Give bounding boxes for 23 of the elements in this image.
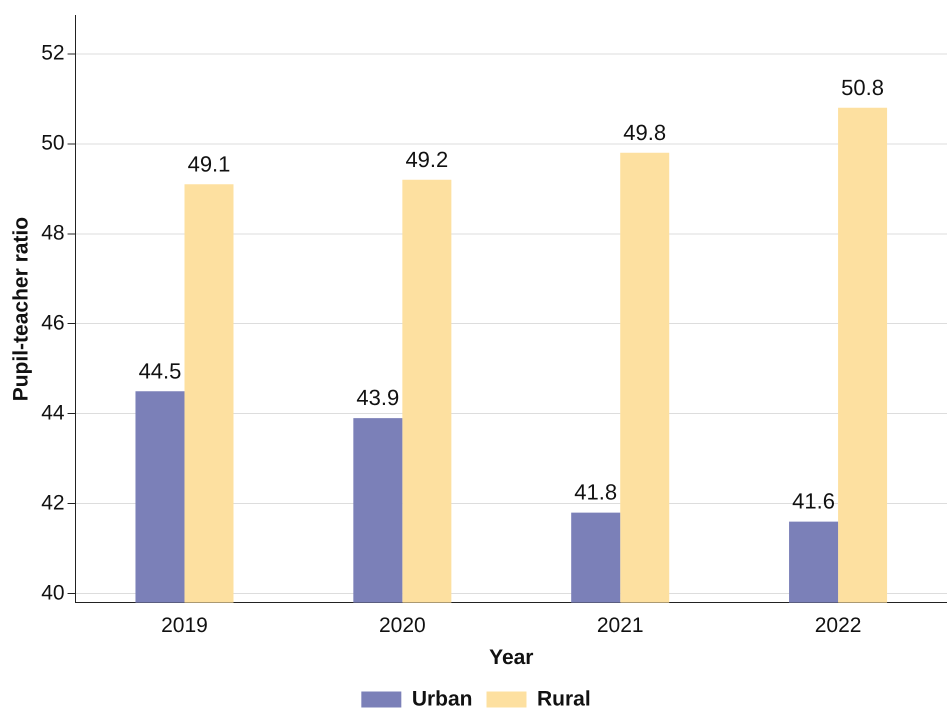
data-label: 49.8 [623, 120, 666, 145]
data-label: 41.6 [792, 488, 835, 514]
legend-label: Urban [412, 687, 473, 710]
y-tick-label: 48 [41, 222, 65, 245]
data-label: 41.8 [574, 480, 618, 505]
data-label: 49.2 [405, 146, 448, 172]
data-label: 50.8 [841, 74, 884, 100]
y-tick-label: 46 [41, 312, 65, 335]
y-tick-label: 50 [41, 132, 65, 155]
y-tick-label: 40 [41, 581, 65, 604]
y-tick-label: 42 [41, 491, 65, 514]
data-label: 49.1 [188, 151, 230, 176]
y-tick-label: 44 [41, 401, 65, 424]
data-label: 44.5 [138, 358, 182, 384]
x-tick-label: 2019 [161, 614, 208, 637]
y-tick-label: 52 [41, 42, 65, 65]
x-tick-label: 2021 [596, 614, 644, 637]
data-label: 43.9 [356, 385, 400, 410]
y-axis-title: Pupil-teacher ratio [9, 216, 32, 402]
x-axis-title: Year [489, 646, 534, 670]
x-tick-label: 2020 [378, 614, 426, 637]
legend-label: Rural [536, 687, 591, 710]
x-tick-label: 2022 [814, 614, 862, 637]
